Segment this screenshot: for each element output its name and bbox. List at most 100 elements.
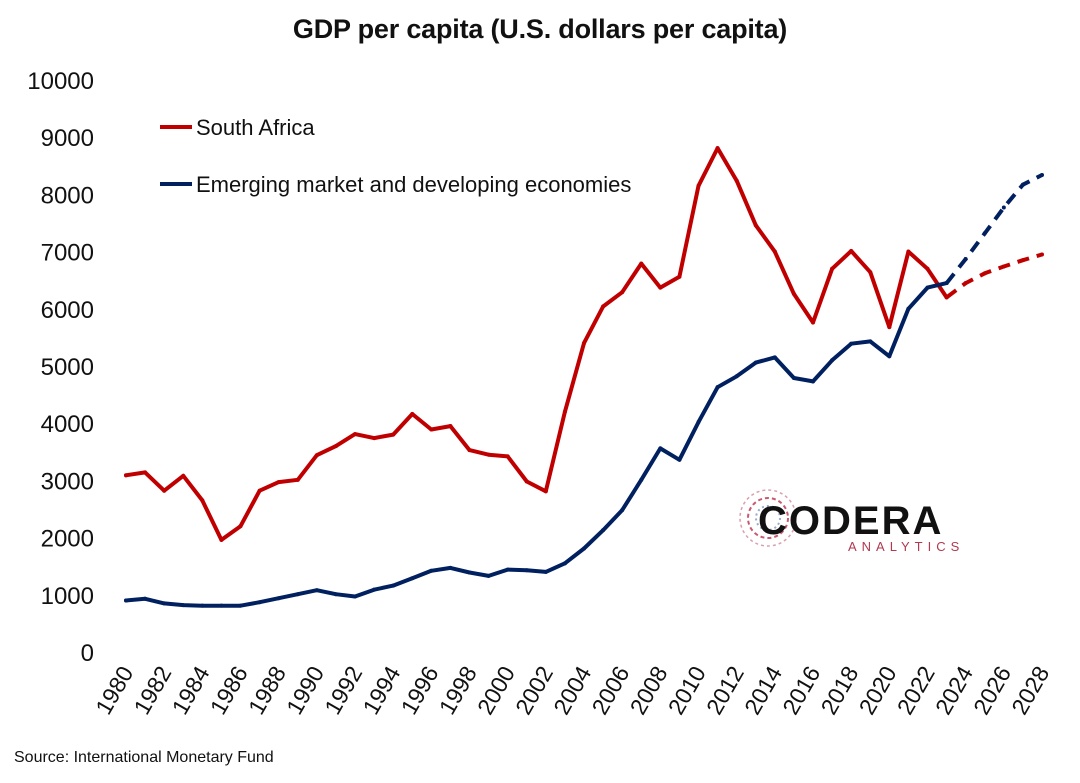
- data-point-emerging-markets: [486, 573, 491, 578]
- data-point-emerging-markets: [1040, 172, 1044, 177]
- data-point-emerging-markets: [505, 567, 510, 572]
- data-point-emerging-markets: [562, 561, 567, 566]
- data-point-emerging-markets: [830, 358, 835, 363]
- data-point-south-africa: [486, 452, 491, 457]
- data-point-south-africa: [944, 295, 949, 300]
- data-point-south-africa: [963, 281, 968, 286]
- x-tick-label: 2020: [854, 662, 902, 719]
- x-tick-label: 2022: [892, 662, 940, 719]
- data-point-south-africa: [658, 285, 663, 290]
- x-tick-label: 2008: [625, 662, 673, 719]
- data-point-south-africa: [1001, 264, 1006, 269]
- data-point-south-africa: [143, 470, 148, 475]
- data-point-emerging-markets: [982, 231, 987, 236]
- series-line-south-africa: [124, 146, 949, 542]
- data-point-south-africa: [410, 412, 415, 417]
- data-point-emerging-markets: [391, 583, 396, 588]
- data-point-south-africa: [505, 454, 510, 459]
- data-point-south-africa: [830, 266, 835, 271]
- data-point-emerging-markets: [200, 603, 205, 608]
- data-point-emerging-markets: [601, 528, 606, 533]
- data-point-emerging-markets: [620, 508, 625, 513]
- data-point-emerging-markets: [658, 446, 663, 451]
- y-tick-label: 4000: [41, 411, 94, 438]
- data-point-south-africa: [162, 488, 167, 493]
- data-point-emerging-markets: [162, 601, 167, 606]
- series-line-emerging-markets: [124, 281, 949, 608]
- data-point-emerging-markets: [524, 568, 529, 573]
- y-tick-label: 7000: [41, 240, 94, 267]
- x-tick-label: 2016: [777, 662, 825, 719]
- source-note: Source: International Monetary Fund: [14, 749, 274, 766]
- y-tick-label: 10000: [27, 68, 94, 95]
- data-point-emerging-markets: [181, 603, 186, 608]
- data-point-south-africa: [925, 266, 930, 271]
- series-lines: [124, 146, 1044, 608]
- data-point-emerging-markets: [677, 457, 682, 462]
- data-point-emerging-markets: [925, 285, 930, 290]
- data-point-south-africa: [677, 274, 682, 279]
- data-point-emerging-markets: [353, 594, 357, 599]
- data-point-south-africa: [524, 479, 529, 484]
- data-point-south-africa: [314, 453, 319, 458]
- x-tick-label: 1984: [167, 661, 215, 718]
- x-tick-label: 1990: [281, 662, 329, 719]
- data-point-emerging-markets: [143, 596, 148, 601]
- legend-label-emerging-markets: Emerging market and developing economies: [196, 172, 631, 197]
- y-tick-label: 8000: [41, 182, 94, 209]
- data-point-south-africa: [734, 178, 739, 183]
- data-point-south-africa: [124, 473, 128, 478]
- data-point-south-africa: [696, 183, 701, 188]
- y-tick-label: 2000: [41, 526, 94, 553]
- data-point-emerging-markets: [219, 603, 224, 608]
- x-tick-label: 2026: [968, 661, 1016, 718]
- data-point-south-africa: [753, 223, 758, 228]
- data-point-emerging-markets: [124, 598, 128, 603]
- logo-subtitle: ANALYTICS: [848, 539, 964, 554]
- data-point-south-africa: [772, 249, 777, 254]
- data-point-emerging-markets: [1020, 182, 1025, 187]
- data-point-south-africa: [543, 489, 548, 494]
- y-tick-label: 5000: [41, 354, 94, 381]
- x-tick-label: 1998: [434, 662, 482, 719]
- x-tick-label: 1988: [243, 662, 291, 719]
- data-point-south-africa: [620, 290, 625, 295]
- data-point-emerging-markets: [696, 420, 701, 425]
- x-tick-label: 2006: [586, 662, 634, 719]
- y-axis-ticks: 0 1000 2000 3000 4000 5000 6000 7000 8000 9000 100…: [27, 68, 94, 667]
- data-point-south-africa: [276, 480, 281, 485]
- data-point-emerging-markets: [887, 354, 892, 359]
- data-point-south-africa: [582, 341, 586, 346]
- y-tick-label: 3000: [41, 468, 94, 495]
- data-point-emerging-markets: [772, 355, 777, 360]
- data-point-emerging-markets: [963, 257, 968, 262]
- data-point-south-africa: [849, 249, 854, 254]
- x-tick-label: 1996: [396, 662, 444, 719]
- y-tick-label: 1000: [41, 583, 94, 610]
- x-tick-label: 2018: [815, 662, 863, 719]
- data-point-south-africa: [200, 498, 205, 503]
- data-point-emerging-markets: [238, 603, 243, 608]
- data-point-south-africa: [238, 524, 243, 529]
- x-axis-ticks: 1980198219841986198819901992199419961998…: [90, 661, 1054, 718]
- y-tick-label: 9000: [41, 125, 94, 152]
- data-point-emerging-markets: [791, 376, 796, 381]
- codera-logo: CODERA ANALYTICS: [739, 489, 964, 554]
- data-point-emerging-markets: [944, 281, 949, 286]
- data-point-south-africa: [811, 320, 815, 325]
- data-point-south-africa: [791, 291, 796, 296]
- data-point-emerging-markets: [295, 592, 300, 597]
- data-point-south-africa: [448, 424, 453, 429]
- chart-title: GDP per capita (U.S. dollars per capita): [292, 14, 788, 44]
- data-point-emerging-markets: [868, 339, 873, 344]
- data-point-south-africa: [1020, 258, 1025, 263]
- x-tick-label: 1992: [319, 662, 367, 719]
- x-tick-label: 1982: [128, 662, 176, 719]
- data-point-south-africa: [429, 427, 434, 432]
- x-tick-label: 2000: [472, 662, 520, 719]
- data-point-south-africa: [868, 270, 873, 275]
- x-tick-label: 1980: [90, 662, 138, 719]
- data-point-south-africa: [639, 261, 644, 266]
- series-forecast-emerging-markets: [945, 173, 1043, 285]
